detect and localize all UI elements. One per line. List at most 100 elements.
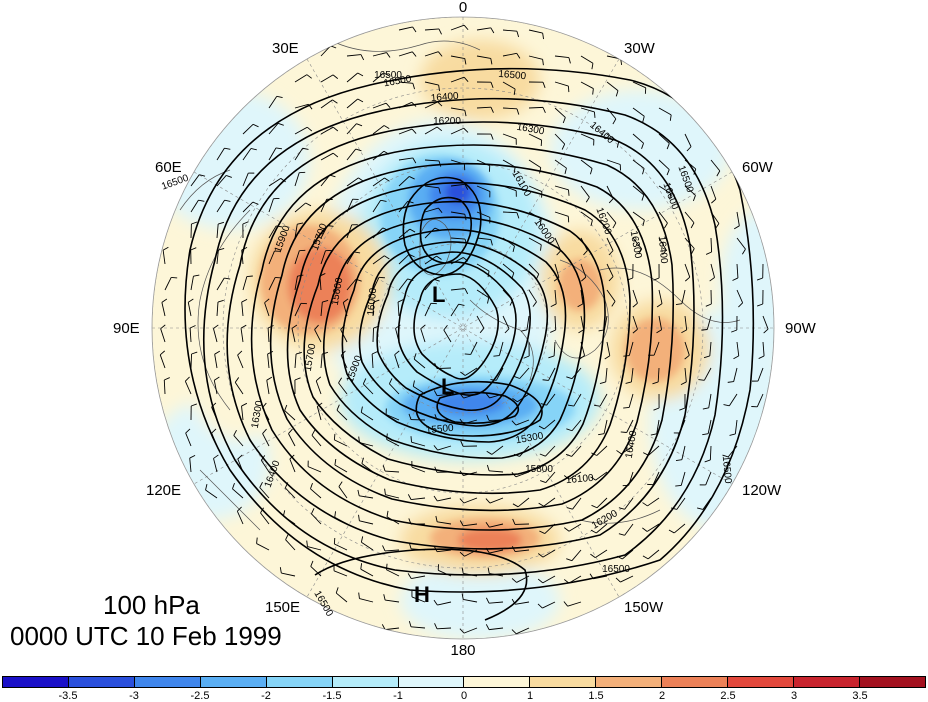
wind-barb-flag: [275, 147, 283, 150]
wind-barb: [658, 315, 663, 330]
wind-barb-flag: [618, 507, 625, 510]
contour-16500-outer: [184, 67, 755, 593]
wind-barb: [398, 128, 413, 135]
wind-barb-flag: [434, 623, 438, 629]
wind-barb: [189, 327, 192, 343]
wind-barb: [528, 237, 542, 246]
wind-barb: [502, 263, 515, 274]
colorbar-tick-label: -3.5: [58, 690, 78, 702]
wind-barb: [437, 497, 452, 502]
wind-barb: [710, 263, 715, 278]
wind-barb: [554, 81, 569, 87]
wind-barb-flag: [335, 587, 339, 594]
wind-barb-flag: [650, 433, 657, 436]
wind-barb-flag: [412, 83, 415, 90]
wind-barb: [289, 458, 296, 473]
wind-barb-flag: [681, 329, 687, 334]
wind-barb-flag: [656, 303, 663, 308]
wind-barb-flag: [490, 133, 494, 140]
wind-barb: [216, 250, 219, 265]
wind-barb-flag: [542, 33, 544, 40]
wind-barb-flag: [642, 555, 649, 560]
wind-barb: [284, 410, 296, 421]
wind-barb-flag: [191, 221, 198, 225]
wind-barb: [361, 541, 374, 551]
wind-barb-flag: [250, 148, 257, 151]
contour-inner-1: [402, 176, 482, 276]
coastlines: [179, 39, 741, 531]
lon-label-60w: 60W: [742, 159, 773, 176]
wind-barb-flag: [191, 351, 198, 355]
wind-barb: [316, 406, 322, 421]
wind-barb-flag: [512, 245, 515, 252]
wind-barb: [517, 497, 530, 508]
wind-barb-flag: [698, 379, 705, 381]
wind-barb: [281, 572, 296, 577]
wind-barb: [658, 107, 672, 116]
wind-barb: [489, 470, 504, 473]
wind-barb-flag: [443, 324, 448, 331]
wind-barb-flag: [360, 406, 363, 413]
wind-barb: [632, 237, 643, 250]
wind-barb-flag: [388, 378, 393, 385]
wind-barb-flag: [410, 436, 412, 443]
wind-barb: [436, 627, 452, 630]
wind-barb: [545, 471, 556, 483]
lon-label-30w: 30W: [624, 40, 655, 57]
wind-barb: [314, 329, 322, 343]
wind-barb: [464, 367, 478, 376]
wind-barb: [489, 549, 504, 554]
wind-barb-flag: [302, 147, 309, 150]
wind-barb: [599, 393, 608, 407]
wind-barb: [658, 211, 668, 224]
contour-16600: [314, 548, 528, 621]
wind-barb-flag: [191, 403, 197, 407]
wind-barb-flag: [297, 222, 304, 225]
wind-barb: [502, 159, 516, 168]
wind-barb: [489, 497, 504, 504]
wind-barb: [498, 341, 504, 356]
wind-barb-flag: [485, 522, 490, 528]
wind-barb: [528, 133, 542, 141]
wind-barb: [259, 487, 270, 499]
wind-barb: [294, 172, 300, 187]
wind-barb: [450, 237, 465, 240]
wind-barb-flag: [675, 459, 682, 461]
wind-barb: [528, 263, 540, 275]
colorbar-bin: [530, 677, 597, 687]
wind-barb: [320, 126, 334, 135]
wind-barb: [216, 199, 225, 213]
wind-barb: [543, 419, 556, 430]
wind-barb-flag: [185, 428, 191, 434]
contour-15700: [341, 228, 567, 443]
wind-barb: [736, 237, 746, 250]
wind-barb-flag: [358, 592, 360, 599]
wind-barb-flag: [362, 378, 367, 385]
wind-barb: [580, 133, 595, 140]
wind-barb-flag: [317, 402, 323, 407]
contour-label: 15500: [425, 423, 454, 436]
wind-barb-flag: [383, 594, 386, 601]
wind-barb-flag: [704, 459, 711, 463]
wind-barb-flag: [511, 629, 517, 635]
wind-barb: [658, 185, 672, 194]
wind-barb: [548, 367, 556, 381]
wind-barb-flag: [611, 301, 616, 307]
wind-barb: [519, 367, 530, 379]
wind-barb-flag: [542, 379, 549, 381]
wind-barb: [729, 393, 738, 406]
wind-barb-flag: [653, 277, 660, 281]
wind-barb-flag: [663, 222, 668, 229]
wind-barb: [268, 147, 277, 161]
wind-barb-flag: [438, 160, 442, 167]
wind-barb: [502, 52, 517, 57]
wind-barb-flag: [589, 168, 593, 175]
wind-barb-flag: [214, 376, 220, 381]
wind-barb: [476, 106, 492, 109]
wind-barb-flag: [641, 143, 644, 149]
wind-barb: [710, 159, 721, 172]
wind-barb: [385, 549, 400, 552]
wind-barb: [216, 224, 219, 239]
wind-barb-flag: [433, 445, 438, 451]
wind-barb: [542, 549, 556, 558]
